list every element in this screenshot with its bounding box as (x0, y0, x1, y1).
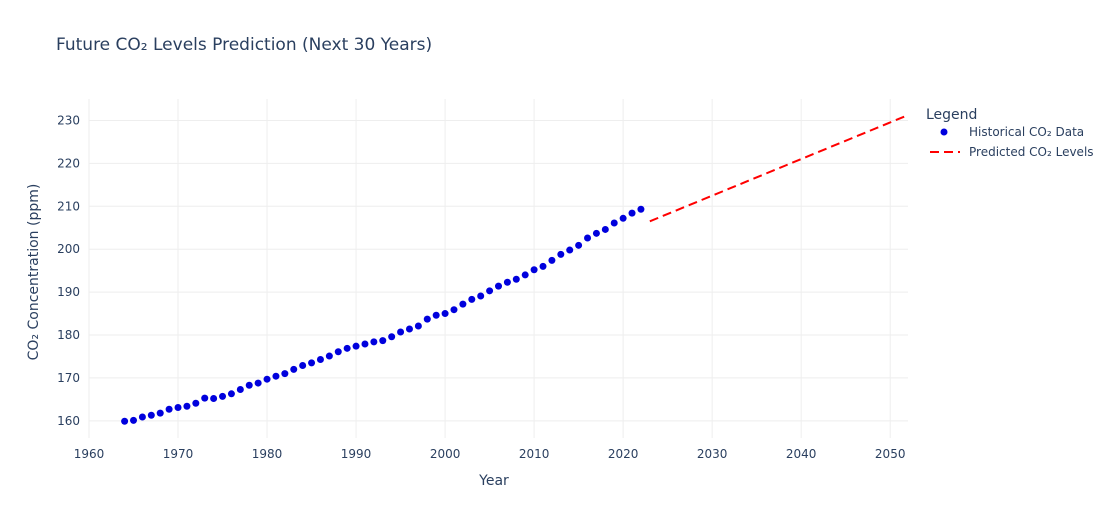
data-point-1979 (254, 379, 262, 387)
data-point-2015 (575, 241, 583, 249)
y-tick-label-220: 220 (57, 156, 80, 170)
data-point-2004 (477, 292, 485, 300)
data-point-2007 (503, 278, 511, 286)
data-point-1991 (361, 340, 369, 348)
data-point-1980 (263, 375, 271, 383)
data-point-2006 (495, 282, 502, 290)
legend-marker-historical (940, 128, 948, 136)
x-tick-label-1970: 1970 (163, 447, 194, 461)
y-tick-label-170: 170 (57, 371, 80, 385)
x-tick-label-2010: 2010 (519, 447, 550, 461)
x-tick-label-1960: 1960 (74, 447, 105, 461)
chart-title: Future CO₂ Levels Prediction (Next 30 Ye… (56, 35, 432, 55)
legend-label-historical: Historical CO₂ Data (969, 125, 1084, 139)
x-tick-label-2030: 2030 (697, 447, 728, 461)
legend-item-predicted[interactable]: Predicted CO₂ Levels (930, 145, 1094, 159)
data-point-2019 (610, 219, 618, 227)
data-point-1999 (432, 311, 440, 319)
data-point-1974 (210, 395, 218, 403)
data-point-2018 (601, 225, 609, 233)
data-point-1992 (370, 338, 378, 346)
plot-area (121, 114, 908, 425)
data-point-1970 (174, 404, 182, 412)
data-point-1981 (272, 372, 280, 380)
data-point-1997 (414, 322, 422, 330)
data-point-2016 (584, 234, 592, 242)
legend-item-historical[interactable]: Historical CO₂ Data (940, 125, 1085, 139)
data-point-2001 (450, 306, 458, 314)
x-gridlines (88, 99, 891, 438)
data-point-1984 (299, 361, 307, 369)
x-axis-title: Year (478, 473, 509, 489)
data-point-2005 (486, 287, 494, 295)
y-tick-label-230: 230 (57, 113, 80, 127)
data-point-1998 (423, 315, 431, 323)
y-tick-label-210: 210 (57, 199, 80, 213)
data-point-1995 (397, 328, 405, 336)
data-point-2017 (592, 229, 600, 237)
y-tick-label-160: 160 (57, 414, 80, 428)
data-point-2002 (459, 300, 467, 308)
data-point-1993 (379, 337, 387, 345)
data-point-1982 (281, 370, 289, 378)
data-point-1990 (352, 342, 360, 350)
data-point-2022 (637, 205, 645, 213)
data-point-2012 (548, 256, 556, 264)
data-point-2013 (557, 250, 565, 258)
y-axis-title: CO₂ Concentration (ppm) (26, 184, 42, 361)
y-tick-label-190: 190 (57, 285, 80, 299)
x-tick-label-2020: 2020 (608, 447, 639, 461)
series-line-predicted (649, 114, 908, 223)
data-point-2011 (539, 262, 547, 270)
y-tick-label-200: 200 (57, 242, 80, 256)
data-point-1978 (245, 381, 253, 389)
data-point-2009 (521, 271, 529, 279)
data-point-1975 (219, 392, 227, 400)
data-point-1973 (201, 394, 209, 402)
y-tick-labels: 160 170 180 190 200 210 220 230 (57, 113, 80, 427)
data-point-1994 (388, 333, 396, 341)
x-tick-label-1980: 1980 (252, 447, 283, 461)
data-point-2021 (628, 209, 636, 217)
legend-label-predicted: Predicted CO₂ Levels (969, 145, 1094, 159)
data-point-1988 (334, 348, 342, 356)
data-point-2000 (441, 310, 449, 318)
data-point-1972 (192, 399, 200, 407)
data-point-1987 (325, 352, 333, 360)
data-point-1968 (156, 409, 164, 417)
data-point-1985 (308, 359, 316, 367)
x-tick-label-1990: 1990 (341, 447, 372, 461)
data-point-1969 (165, 405, 173, 413)
data-point-1976 (227, 390, 235, 398)
data-point-2010 (530, 266, 538, 274)
data-point-2008 (512, 275, 520, 283)
y-gridlines (89, 119, 908, 422)
y-tick-label-180: 180 (57, 328, 80, 342)
data-point-1977 (236, 386, 244, 394)
x-tick-label-2040: 2040 (786, 447, 817, 461)
data-point-2020 (619, 214, 627, 222)
data-point-1971 (183, 402, 191, 410)
data-point-1965 (130, 416, 138, 424)
data-point-2003 (468, 295, 476, 303)
data-point-1996 (405, 325, 413, 333)
x-tick-label-2000: 2000 (430, 447, 461, 461)
data-point-2014 (566, 246, 574, 254)
data-point-1986 (316, 355, 324, 363)
legend-title: Legend (926, 107, 977, 123)
data-point-1966 (138, 413, 146, 421)
x-tick-labels: 1960 1970 1980 1990 2000 2010 2020 2030 2040 2050 (74, 447, 906, 461)
legend: Legend Historical CO₂ Data Predicted CO₂… (926, 107, 1094, 159)
data-point-1964 (121, 417, 129, 425)
data-point-1983 (290, 365, 298, 373)
data-point-1967 (147, 411, 155, 419)
x-tick-label-2050: 2050 (875, 447, 906, 461)
data-point-1989 (343, 344, 351, 352)
